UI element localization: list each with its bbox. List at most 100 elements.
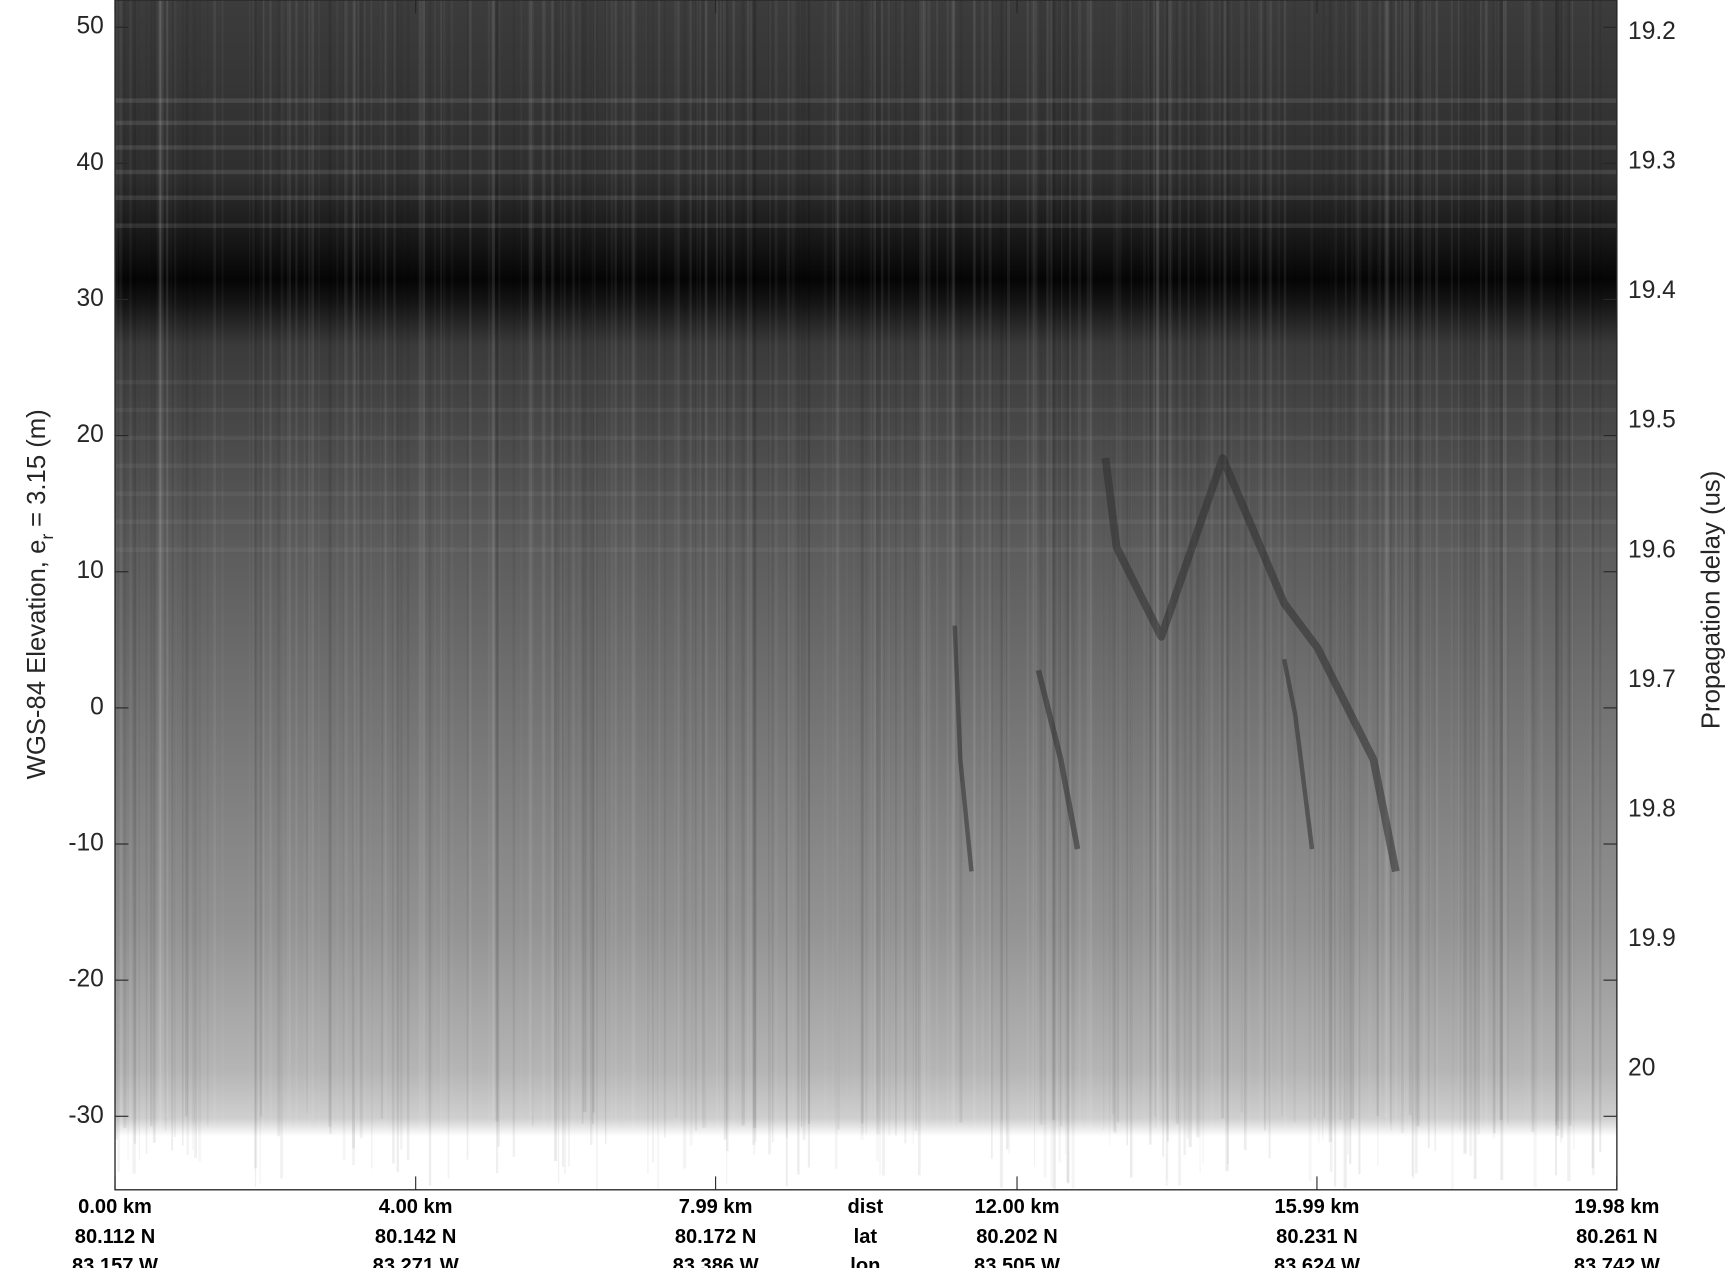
echo-streak <box>592 0 595 1113</box>
echo-layer <box>115 491 1617 497</box>
echo-streak <box>117 0 120 1172</box>
echo-streak <box>161 0 164 1163</box>
echo-streak <box>1376 0 1379 1117</box>
echo-streak <box>1049 0 1052 1169</box>
echo-streak <box>165 0 168 1118</box>
echo-streak <box>1175 0 1180 1124</box>
echo-streak <box>1416 0 1420 1127</box>
echo-streak <box>1358 0 1362 1127</box>
echo-streak <box>492 0 495 1163</box>
echo-streak <box>554 0 558 1161</box>
echo-streak <box>802 0 806 1141</box>
echo-streak <box>1385 0 1389 1184</box>
echo-streak <box>152 0 156 1143</box>
echo-streak <box>807 0 811 1168</box>
echo-streak <box>1166 0 1169 1142</box>
y2-tick-label: 19.7 <box>1628 666 1676 693</box>
echo-streak <box>1241 0 1245 1123</box>
echo-streak <box>873 0 877 1117</box>
echo-streak <box>1370 0 1373 1123</box>
echo-streak <box>1321 0 1324 1140</box>
echo-streak <box>846 0 847 1178</box>
echo-streak <box>557 0 560 1184</box>
lat-label: 80.202 N <box>976 1226 1058 1248</box>
echo-streak <box>663 0 666 1138</box>
y2-tick-label: 19.8 <box>1628 796 1676 823</box>
echo-streak <box>605 0 608 1188</box>
echo-streak <box>562 0 565 1167</box>
echo-streak <box>836 0 841 1184</box>
echo-streak <box>353 0 356 1125</box>
echo-streak <box>129 0 131 1116</box>
echo-streak <box>1531 0 1535 1132</box>
echo-streak <box>614 0 617 1142</box>
echo-streak <box>1223 0 1227 1129</box>
echo-streak <box>591 0 594 1185</box>
echo-streak <box>594 0 596 1159</box>
y-label-main: WGS-84 Elevation, e <box>23 540 51 780</box>
echo-features <box>952 454 1400 873</box>
echo-streak <box>1435 0 1439 1158</box>
echo-streak <box>1480 0 1482 1143</box>
echo-streak <box>1400 0 1405 1134</box>
echo-streak <box>1210 0 1214 1186</box>
echo-layer <box>115 98 1617 103</box>
echo-streak <box>1351 0 1354 1173</box>
echo-streak <box>583 0 587 1113</box>
echo-streak <box>308 0 311 1151</box>
echo-streak <box>785 0 788 1138</box>
echo-streak <box>647 0 649 1174</box>
echo-streak <box>1068 0 1072 1148</box>
echo-streak <box>498 0 501 1152</box>
echo-streak <box>895 0 897 1136</box>
echo-streak <box>1334 0 1337 1187</box>
echo-streak <box>725 0 728 1184</box>
echo-streak <box>384 0 387 1180</box>
echo-streak <box>774 0 778 1120</box>
echo-streak <box>1194 0 1196 1174</box>
echo-streak <box>1459 0 1461 1131</box>
echo-streak <box>248 0 251 1150</box>
echo-streak <box>487 0 491 1121</box>
echo-streak <box>1118 0 1122 1174</box>
echo-streak <box>396 0 400 1172</box>
echo-streak <box>344 0 348 1134</box>
echo-streak <box>194 0 197 1158</box>
echo-streak <box>824 0 827 1171</box>
echo-streak <box>1358 0 1361 1175</box>
lon-label: 83.742 W <box>1574 1255 1660 1268</box>
echo-streak <box>1555 0 1559 1137</box>
echo-streak <box>1061 0 1063 1157</box>
echo-streak <box>421 0 425 1184</box>
lon-label: 83.157 W <box>72 1255 158 1268</box>
echo-trace <box>1035 669 1081 850</box>
echo-streak <box>380 0 383 1119</box>
x-tick-label: 15.99 km <box>1275 1196 1360 1218</box>
echo-streak <box>567 0 571 1167</box>
echo-streak <box>1378 0 1382 1143</box>
echo-streak <box>512 0 516 1157</box>
echo-streak <box>604 0 607 1144</box>
lat-label: 80.231 N <box>1276 1226 1358 1248</box>
y-label-rest: = 3.15 (m) <box>23 409 51 527</box>
echo-streak <box>870 0 872 1129</box>
y-tick-label: -10 <box>68 830 104 857</box>
echo-streak <box>157 0 161 1182</box>
x-tick-label: 7.99 km <box>679 1196 753 1218</box>
echo-streak <box>159 0 161 1182</box>
echo-streak <box>1562 0 1565 1128</box>
echo-streak <box>1155 0 1157 1128</box>
y-label-sub: r <box>37 534 57 540</box>
echo-streak <box>723 0 727 1140</box>
echo-streak <box>1147 0 1150 1121</box>
echo-streak <box>1344 0 1347 1174</box>
echo-streak <box>591 0 594 1125</box>
echo-streak <box>167 0 170 1185</box>
echo-streak <box>495 0 499 1122</box>
echo-streak <box>1384 0 1388 1118</box>
echo-streak <box>1590 0 1592 1177</box>
echo-streak <box>1089 0 1093 1144</box>
echo-streak <box>418 0 422 1171</box>
echo-streak <box>1328 0 1332 1143</box>
